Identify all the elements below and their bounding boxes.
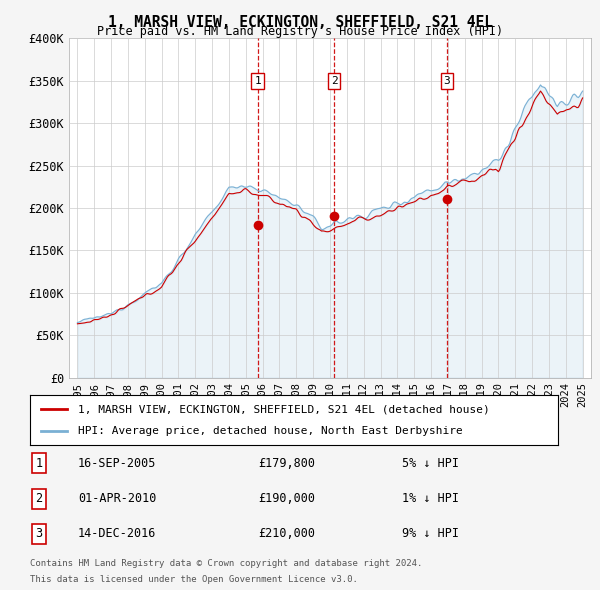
Text: £190,000: £190,000 xyxy=(258,492,315,505)
Text: 1, MARSH VIEW, ECKINGTON, SHEFFIELD, S21 4EL (detached house): 1, MARSH VIEW, ECKINGTON, SHEFFIELD, S21… xyxy=(77,404,489,414)
Text: HPI: Average price, detached house, North East Derbyshire: HPI: Average price, detached house, Nort… xyxy=(77,427,462,437)
Text: 1: 1 xyxy=(254,76,261,86)
Text: 16-SEP-2005: 16-SEP-2005 xyxy=(78,457,157,470)
Text: 01-APR-2010: 01-APR-2010 xyxy=(78,492,157,505)
Text: 2: 2 xyxy=(331,76,338,86)
Text: 1, MARSH VIEW, ECKINGTON, SHEFFIELD, S21 4EL: 1, MARSH VIEW, ECKINGTON, SHEFFIELD, S21… xyxy=(107,15,493,30)
Text: 1: 1 xyxy=(35,457,43,470)
Text: 2: 2 xyxy=(35,492,43,505)
Text: £210,000: £210,000 xyxy=(258,527,315,540)
Text: Contains HM Land Registry data © Crown copyright and database right 2024.: Contains HM Land Registry data © Crown c… xyxy=(30,559,422,568)
Text: 3: 3 xyxy=(35,527,43,540)
Text: 3: 3 xyxy=(443,76,451,86)
Text: 9% ↓ HPI: 9% ↓ HPI xyxy=(402,527,459,540)
Text: 5% ↓ HPI: 5% ↓ HPI xyxy=(402,457,459,470)
Text: This data is licensed under the Open Government Licence v3.0.: This data is licensed under the Open Gov… xyxy=(30,575,358,584)
Text: Price paid vs. HM Land Registry's House Price Index (HPI): Price paid vs. HM Land Registry's House … xyxy=(97,25,503,38)
Text: £179,800: £179,800 xyxy=(258,457,315,470)
Text: 14-DEC-2016: 14-DEC-2016 xyxy=(78,527,157,540)
Text: 1% ↓ HPI: 1% ↓ HPI xyxy=(402,492,459,505)
